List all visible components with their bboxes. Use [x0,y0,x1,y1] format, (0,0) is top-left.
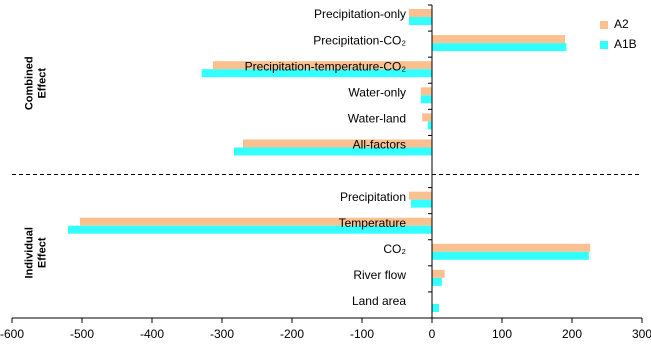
bar [420,95,432,104]
category-label: Precipitation-temperature-CO₂ [245,59,407,73]
group-label: IndividualEffect [23,227,48,278]
x-tick-label: 100 [492,327,512,341]
x-tick-label: -400 [140,327,164,341]
bar [432,35,565,44]
category-label: River flow [353,268,406,282]
category-label: Land area [352,294,406,308]
group-label-line: Individual [23,227,35,278]
x-tick-label: -200 [280,327,304,341]
x-tick-label: -300 [210,327,234,341]
bar [432,303,439,312]
bar [432,251,589,260]
bar [432,43,567,52]
bar [68,225,432,234]
bar [411,199,432,208]
bar [233,147,432,156]
bar [427,121,432,130]
bar [243,139,432,148]
category-label: Temperature [339,216,407,230]
x-tick-label: 200 [562,327,582,341]
group-label-line: Effect [36,237,48,268]
category-label: Precipitation-only [314,7,406,21]
category-label: Water-land [348,112,406,126]
category-label: Precipitation [340,190,406,204]
bar [408,17,432,26]
legend-swatch [600,21,608,29]
x-tick-label: -100 [350,327,374,341]
category-label: Water-only [348,85,406,99]
bar [420,87,432,96]
bar [432,269,445,278]
bar [408,9,432,18]
category-label: CO₂ [383,242,406,256]
group-label-line: Combined [23,56,35,110]
bar [201,69,432,78]
x-tick-label: 300 [632,327,651,341]
x-tick-label: -500 [70,327,94,341]
bar [212,61,432,70]
group-label-line: Effect [36,68,48,99]
x-tick-label: -600 [0,327,24,341]
group-label: CombinedEffect [23,56,48,110]
bar [422,113,432,122]
legend-label: A2 [614,17,629,31]
x-tick-label: 0 [429,327,436,341]
category-label: Precipitation-CO₂ [313,33,406,47]
bar [408,191,432,200]
legend-label: A1B [614,37,637,51]
bar [432,277,442,286]
category-label: All-factors [353,138,406,152]
legend-swatch [600,41,608,49]
bar [79,217,433,226]
bar [432,243,591,252]
